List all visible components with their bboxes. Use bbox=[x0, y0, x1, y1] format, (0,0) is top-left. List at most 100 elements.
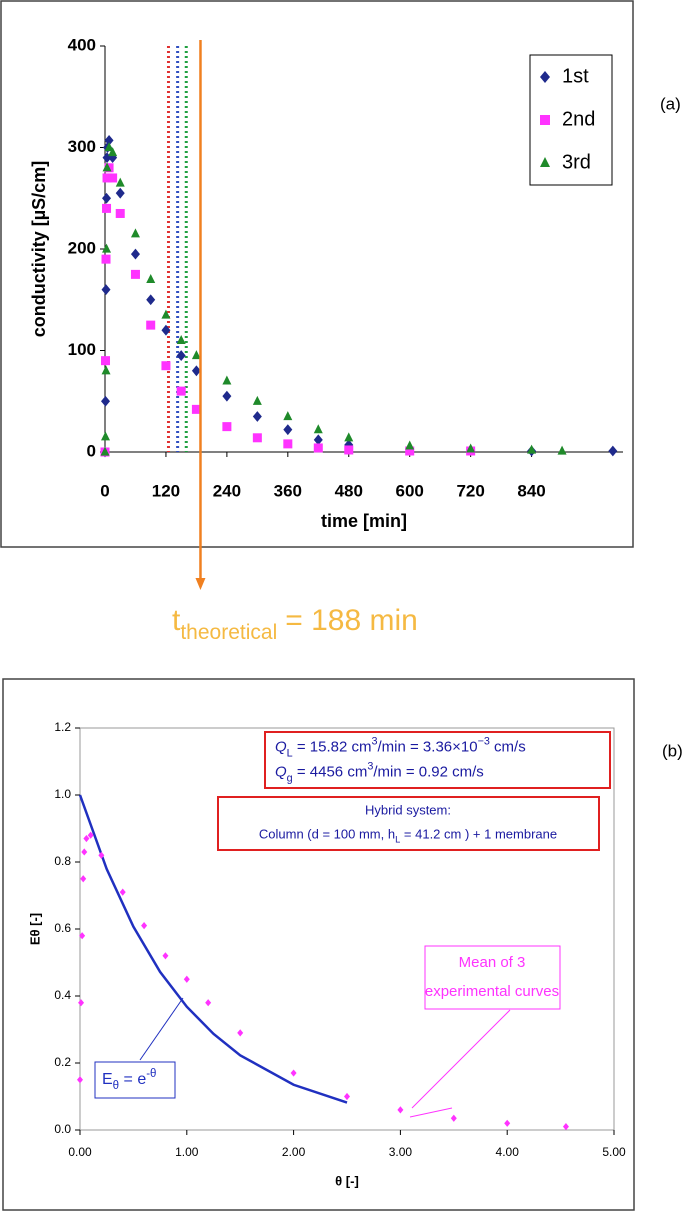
y-tick-label: 0 bbox=[87, 441, 96, 460]
text-box bbox=[217, 796, 600, 851]
marker bbox=[104, 142, 114, 152]
text-box bbox=[264, 731, 611, 789]
marker bbox=[130, 269, 140, 279]
marker bbox=[313, 443, 323, 453]
y-tick-label: 0.8 bbox=[54, 854, 71, 868]
callout-arrow bbox=[411, 1009, 511, 1109]
annotation-subscript: theoretical bbox=[180, 621, 277, 644]
y-tick-label: 200 bbox=[68, 238, 96, 257]
legend-label: 2nd bbox=[562, 108, 595, 130]
x-tick-label: 240 bbox=[213, 481, 241, 500]
marker bbox=[78, 999, 85, 1007]
text-segment: Q bbox=[275, 738, 287, 755]
marker bbox=[450, 1114, 457, 1122]
text-segment: Mean of 3 bbox=[459, 954, 526, 971]
marker bbox=[101, 395, 111, 407]
marker bbox=[283, 439, 293, 449]
marker bbox=[115, 187, 125, 199]
marker bbox=[115, 208, 125, 218]
marker bbox=[101, 284, 111, 295]
marker bbox=[101, 356, 111, 366]
x-tick-label: 2.00 bbox=[282, 1145, 306, 1159]
x-tick-label: 0 bbox=[100, 481, 109, 500]
marker bbox=[283, 411, 293, 421]
marker bbox=[102, 243, 112, 253]
marker bbox=[146, 294, 156, 306]
callout-arrow bbox=[139, 997, 184, 1061]
panel-label: (a) bbox=[660, 94, 681, 113]
marker bbox=[146, 274, 156, 284]
marker bbox=[504, 1119, 511, 1127]
marker bbox=[283, 424, 293, 436]
marker bbox=[176, 350, 186, 361]
marker bbox=[222, 390, 232, 402]
spacer bbox=[90, 912, 180, 1066]
panel-frame bbox=[2, 678, 635, 1211]
marker bbox=[161, 309, 171, 319]
marker bbox=[608, 445, 618, 457]
marker bbox=[183, 975, 190, 983]
marker bbox=[80, 875, 87, 883]
panel-frame bbox=[0, 0, 634, 548]
marker bbox=[176, 386, 186, 396]
curve bbox=[78, 794, 348, 1104]
text-segment: L bbox=[395, 835, 400, 845]
marker bbox=[102, 203, 112, 213]
box-line: Column (d = 100 mm, hL = 41.2 cm ) + 1 m… bbox=[259, 827, 557, 845]
panel-label: (b) bbox=[662, 741, 683, 760]
marker bbox=[102, 162, 112, 172]
marker bbox=[162, 952, 169, 960]
arrow-head bbox=[195, 578, 206, 590]
marker bbox=[405, 446, 415, 456]
legend-label: 3rd bbox=[562, 151, 591, 173]
marker bbox=[161, 361, 171, 371]
text-segment: = 41.2 cm ) + 1 membrane bbox=[400, 827, 557, 842]
text-segment: 3 bbox=[371, 735, 377, 747]
marker bbox=[237, 1029, 244, 1037]
annotation: ttheoretical = 188 min bbox=[172, 604, 418, 644]
annotation-symbol: t bbox=[172, 604, 181, 637]
annotation-value: = 188 min bbox=[285, 604, 418, 637]
marker bbox=[405, 440, 415, 450]
text-segment: Column (d = 100 mm, h bbox=[259, 827, 395, 842]
marker bbox=[466, 443, 476, 453]
y-axis-title: conductivity [µS/cm] bbox=[29, 161, 49, 337]
box-line: Eθ = e-θ bbox=[102, 1068, 156, 1092]
text-segment: 3 bbox=[367, 761, 373, 773]
box-line: Hybrid system: bbox=[365, 803, 451, 818]
box-line: Qg = 4456 cm3/min = 0.92 cm/s bbox=[275, 761, 484, 785]
text-segment: /min = 3.36×10 bbox=[378, 738, 478, 755]
marker bbox=[115, 177, 125, 187]
marker bbox=[161, 324, 171, 336]
marker bbox=[252, 433, 262, 443]
y-tick-label: 0.4 bbox=[54, 988, 71, 1002]
text-segment: −3 bbox=[478, 735, 490, 747]
marker bbox=[313, 434, 323, 446]
text-segment: /min = 0.92 cm/s bbox=[373, 764, 483, 781]
text-segment: = e bbox=[119, 1071, 146, 1088]
marker bbox=[87, 831, 94, 839]
y-tick-label: 1.2 bbox=[54, 720, 71, 734]
text-segment: g bbox=[287, 773, 293, 785]
marker bbox=[119, 888, 126, 896]
x-tick-label: 1.00 bbox=[175, 1145, 199, 1159]
marker bbox=[81, 848, 88, 856]
text-segment: cm/s bbox=[490, 738, 526, 755]
marker bbox=[222, 375, 232, 385]
marker bbox=[397, 1106, 404, 1114]
marker bbox=[98, 851, 105, 859]
marker bbox=[83, 834, 90, 843]
marker bbox=[290, 1069, 297, 1077]
y-tick-label: 100 bbox=[68, 340, 96, 359]
x-tick-label: 0.00 bbox=[68, 1145, 92, 1159]
marker bbox=[252, 395, 262, 405]
marker bbox=[222, 422, 232, 432]
box-line: QL = 15.82 cm3/min = 3.36×10−3 cm/s bbox=[275, 735, 526, 759]
text-segment: experimental curves bbox=[425, 983, 559, 1000]
box-line: Mean of 3 bbox=[459, 954, 526, 971]
marker bbox=[252, 411, 262, 422]
marker bbox=[102, 192, 112, 204]
legend-marker bbox=[540, 157, 550, 167]
marker bbox=[108, 147, 118, 157]
